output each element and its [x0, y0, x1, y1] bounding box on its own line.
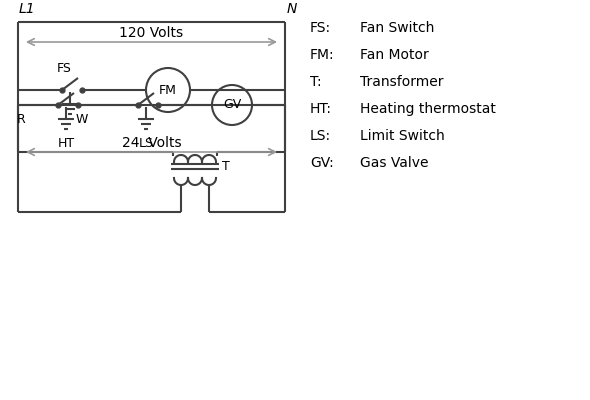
Text: Fan Switch: Fan Switch	[360, 21, 434, 35]
Text: FS:: FS:	[310, 21, 331, 35]
Text: T: T	[222, 160, 230, 172]
Text: HT: HT	[57, 137, 74, 150]
Text: 120 Volts: 120 Volts	[119, 26, 183, 40]
Text: W: W	[76, 113, 88, 126]
Text: Gas Valve: Gas Valve	[360, 156, 428, 170]
Text: FM:: FM:	[310, 48, 335, 62]
Text: FM: FM	[159, 84, 177, 96]
Text: Transformer: Transformer	[360, 75, 444, 89]
Text: Heating thermostat: Heating thermostat	[360, 102, 496, 116]
Text: HT:: HT:	[310, 102, 332, 116]
Text: L1: L1	[19, 2, 35, 16]
Text: LS:: LS:	[310, 129, 331, 143]
Text: Limit Switch: Limit Switch	[360, 129, 445, 143]
Text: LS: LS	[139, 137, 153, 150]
Text: 24  Volts: 24 Volts	[122, 136, 181, 150]
Text: FS: FS	[57, 62, 71, 75]
Text: N: N	[287, 2, 297, 16]
Text: GV: GV	[223, 98, 241, 112]
Text: GV:: GV:	[310, 156, 334, 170]
Text: R: R	[17, 113, 25, 126]
Text: T:: T:	[310, 75, 322, 89]
Text: Fan Motor: Fan Motor	[360, 48, 429, 62]
